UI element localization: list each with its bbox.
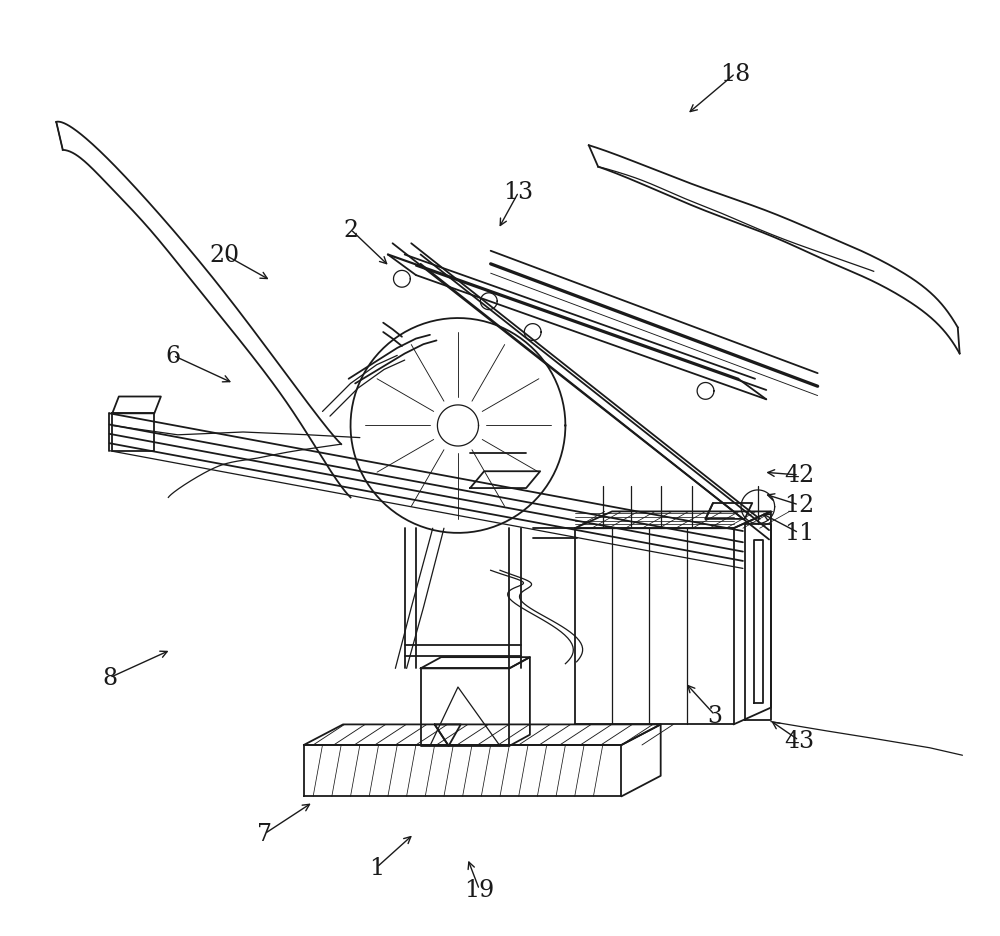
Text: 8: 8	[102, 666, 117, 690]
Text: 6: 6	[165, 344, 181, 368]
Text: 43: 43	[784, 729, 814, 752]
Text: 18: 18	[720, 63, 751, 86]
Text: 20: 20	[209, 243, 239, 267]
Text: 2: 2	[343, 218, 358, 241]
Text: 13: 13	[504, 182, 534, 204]
Text: 1: 1	[369, 856, 384, 879]
Text: 3: 3	[707, 704, 722, 726]
Text: 11: 11	[784, 522, 814, 545]
Text: 7: 7	[257, 823, 272, 845]
Text: 42: 42	[784, 464, 814, 487]
Text: 12: 12	[784, 494, 814, 517]
Text: 19: 19	[464, 878, 495, 901]
